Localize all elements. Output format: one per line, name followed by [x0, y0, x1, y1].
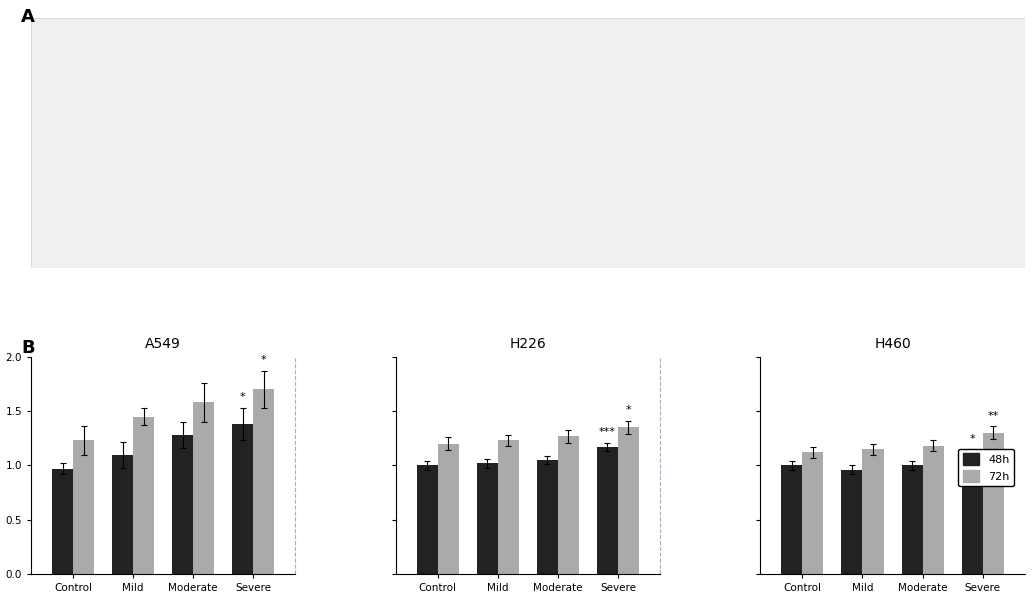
Bar	[232, 424, 254, 574]
Bar	[52, 469, 73, 574]
Bar	[194, 403, 214, 574]
Bar	[112, 455, 134, 574]
Bar	[802, 452, 824, 574]
Legend: 48h, 72h: 48h, 72h	[958, 449, 1014, 487]
Bar	[982, 433, 1004, 574]
Bar	[498, 440, 519, 574]
Bar	[841, 470, 862, 574]
Bar	[618, 427, 639, 574]
Text: A: A	[21, 8, 35, 26]
Bar	[417, 465, 438, 574]
Bar	[597, 447, 618, 574]
Text: *: *	[970, 434, 975, 444]
Bar	[134, 417, 154, 574]
Bar	[477, 464, 498, 574]
Bar	[781, 465, 802, 574]
Bar	[537, 460, 558, 574]
Bar	[254, 390, 274, 574]
Text: *: *	[625, 406, 631, 416]
Text: B: B	[21, 339, 35, 358]
Title: H460: H460	[875, 337, 911, 352]
Text: *: *	[261, 355, 267, 365]
Bar	[438, 444, 459, 574]
Bar	[862, 449, 884, 574]
Text: *: *	[240, 392, 245, 403]
Title: A549: A549	[145, 337, 181, 352]
Text: ***: ***	[599, 427, 616, 437]
Bar	[172, 435, 194, 574]
Bar	[901, 465, 922, 574]
Bar	[558, 436, 579, 574]
Text: **: **	[987, 411, 999, 421]
Bar	[962, 455, 982, 574]
Bar	[73, 440, 94, 574]
Bar	[922, 446, 944, 574]
Title: H226: H226	[509, 337, 546, 352]
